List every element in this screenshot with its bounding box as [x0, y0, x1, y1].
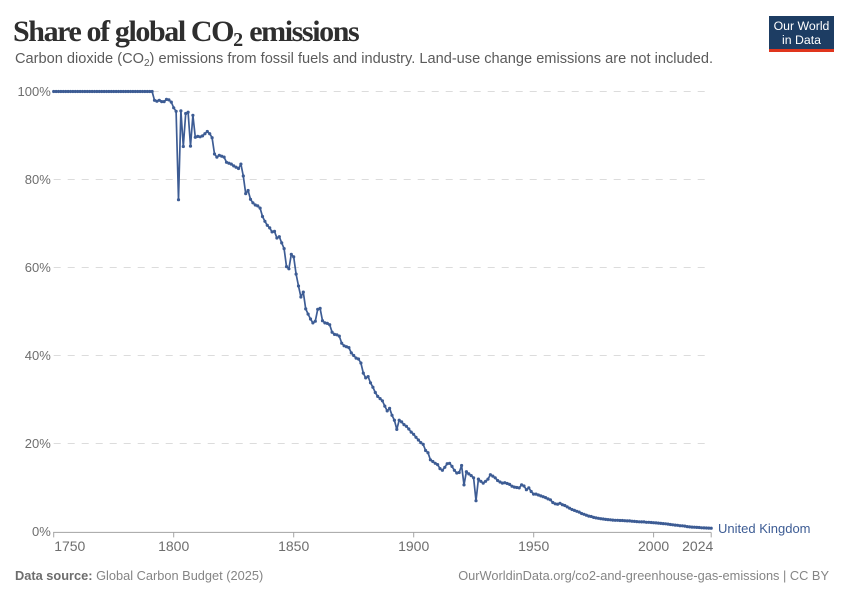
svg-text:100%: 100% [18, 84, 52, 99]
svg-text:1750: 1750 [54, 538, 85, 554]
svg-text:2000: 2000 [638, 538, 669, 554]
svg-text:United Kingdom: United Kingdom [718, 521, 811, 536]
svg-text:0%: 0% [32, 524, 51, 539]
svg-text:1800: 1800 [158, 538, 189, 554]
svg-text:60%: 60% [25, 260, 51, 275]
svg-text:40%: 40% [25, 348, 51, 363]
svg-text:1900: 1900 [398, 538, 429, 554]
svg-text:20%: 20% [25, 436, 51, 451]
svg-text:80%: 80% [25, 172, 51, 187]
svg-text:1950: 1950 [518, 538, 549, 554]
svg-text:1850: 1850 [278, 538, 309, 554]
svg-text:2024: 2024 [682, 538, 713, 554]
